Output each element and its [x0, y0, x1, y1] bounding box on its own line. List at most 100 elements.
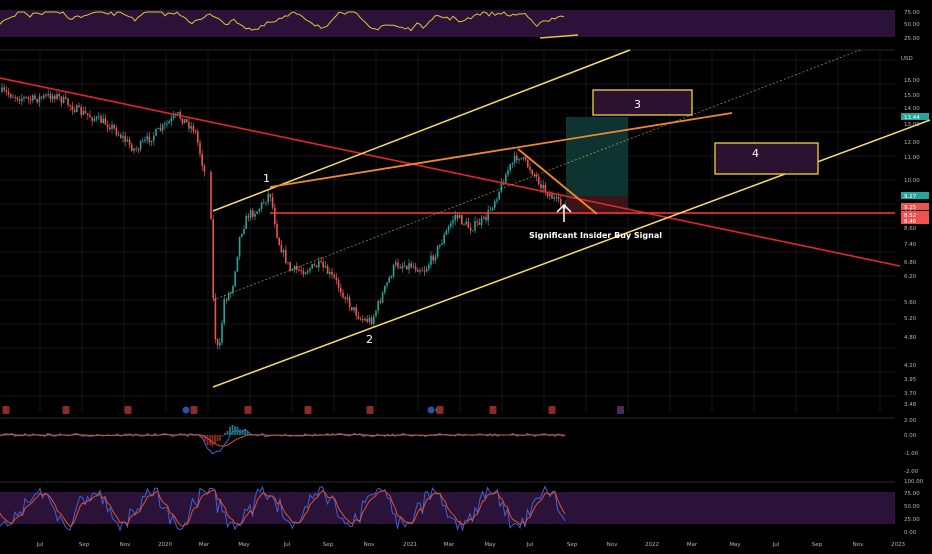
candle-body	[511, 162, 514, 165]
candle-body	[269, 194, 272, 198]
stoch-tick-75: 75.00	[904, 491, 920, 497]
candle-body	[388, 277, 390, 283]
candle-body	[27, 97, 30, 99]
candle-body	[29, 98, 32, 101]
candle-body	[410, 263, 412, 268]
candle-body	[117, 134, 120, 136]
earnings-marker	[489, 406, 497, 414]
dividend-marker	[182, 406, 190, 414]
candle-body	[551, 194, 553, 199]
candle-body	[524, 157, 527, 160]
stoch-tick-25: 25.00	[904, 517, 920, 523]
price-badges: 13.44 9.27 9.25 8.528.46	[901, 113, 929, 225]
time-tick-label: Nov	[364, 542, 375, 548]
candle-body	[355, 307, 357, 316]
candle-body	[190, 126, 192, 129]
macd-bar	[231, 424, 234, 435]
candle-body	[267, 194, 269, 203]
candle-body	[463, 223, 465, 225]
macd-bar	[326, 433, 329, 435]
time-tick-label: May	[729, 542, 741, 548]
candle-body	[84, 111, 87, 114]
macd-bar	[534, 435, 536, 437]
rsi-tick-75: 75.00	[904, 10, 920, 16]
candle-body	[93, 118, 96, 121]
candle-body	[304, 272, 307, 275]
candle-body	[236, 256, 239, 272]
candle-body	[450, 223, 452, 227]
candle-body	[23, 97, 25, 99]
stochastic-d-line	[0, 489, 566, 527]
price-tick-label: 11.00	[904, 155, 920, 161]
candle-body	[408, 263, 410, 270]
candle-body	[302, 271, 305, 275]
earnings-marker	[124, 406, 132, 414]
candle-body	[186, 119, 188, 122]
time-tick-label: Sep	[567, 542, 578, 548]
candle-body	[527, 159, 529, 168]
macd-signal-line	[0, 433, 566, 447]
candle-body	[36, 99, 38, 103]
macd-bar	[59, 433, 61, 435]
candle-body	[342, 292, 344, 298]
candle-body	[364, 318, 366, 321]
stoch-tick-0: 0.00	[904, 530, 917, 536]
candle-body	[230, 292, 232, 294]
candle-body	[87, 113, 89, 116]
candle-body	[271, 197, 274, 208]
candle-body	[260, 202, 263, 210]
candle-body	[67, 98, 69, 106]
stochastic-panel: 100.00 75.00 50.00 25.00 0.00	[0, 479, 924, 536]
candle-body	[14, 97, 16, 98]
candle-body	[560, 199, 562, 206]
candle-body	[313, 264, 316, 266]
candle-body	[425, 268, 428, 272]
candle-body	[245, 216, 247, 230]
candle-body	[21, 98, 23, 101]
wave-label-3: 3	[634, 98, 641, 111]
candle-body	[320, 260, 322, 262]
descending-red-trendline	[0, 77, 901, 267]
candle-body	[234, 271, 236, 287]
candle-body	[335, 277, 338, 281]
rsi-band	[0, 10, 895, 37]
candle-body	[531, 169, 533, 175]
candle-body	[60, 96, 63, 103]
time-tick-label: 2022	[645, 542, 659, 548]
macd-bar	[201, 435, 204, 439]
price-tick-label: 13.00	[904, 122, 920, 128]
candle-body	[311, 264, 313, 269]
candle-body	[210, 171, 212, 220]
earnings-marker	[2, 406, 10, 414]
candle-body	[384, 285, 386, 293]
candle-body	[465, 221, 467, 225]
macd-bar	[229, 426, 231, 435]
candle-body	[293, 265, 296, 270]
candle-body	[5, 90, 8, 92]
candle-body	[439, 244, 441, 247]
candle-body	[124, 136, 126, 142]
candle-body	[300, 270, 302, 272]
wave-label-1: 1	[263, 172, 270, 185]
candle-body	[346, 297, 349, 299]
candle-body	[78, 105, 80, 107]
candle-body	[412, 266, 415, 268]
price-tick-label: 4.80	[904, 335, 917, 341]
price-tick-label: 4.20	[904, 363, 917, 369]
candle-body	[428, 264, 430, 269]
candle-body	[164, 123, 166, 125]
candle-body	[102, 118, 104, 124]
candle-body	[34, 95, 36, 100]
candle-body	[507, 170, 509, 175]
candle-body	[256, 211, 258, 214]
candle-body	[91, 117, 93, 121]
candle-body	[146, 136, 148, 140]
time-tick-label: Mar	[199, 542, 210, 548]
price-tick-label: 5.60	[904, 300, 917, 306]
time-tick-label: 2021	[403, 542, 417, 548]
candle-body	[115, 128, 118, 135]
candle-body	[447, 226, 450, 231]
candle-body	[421, 270, 423, 272]
